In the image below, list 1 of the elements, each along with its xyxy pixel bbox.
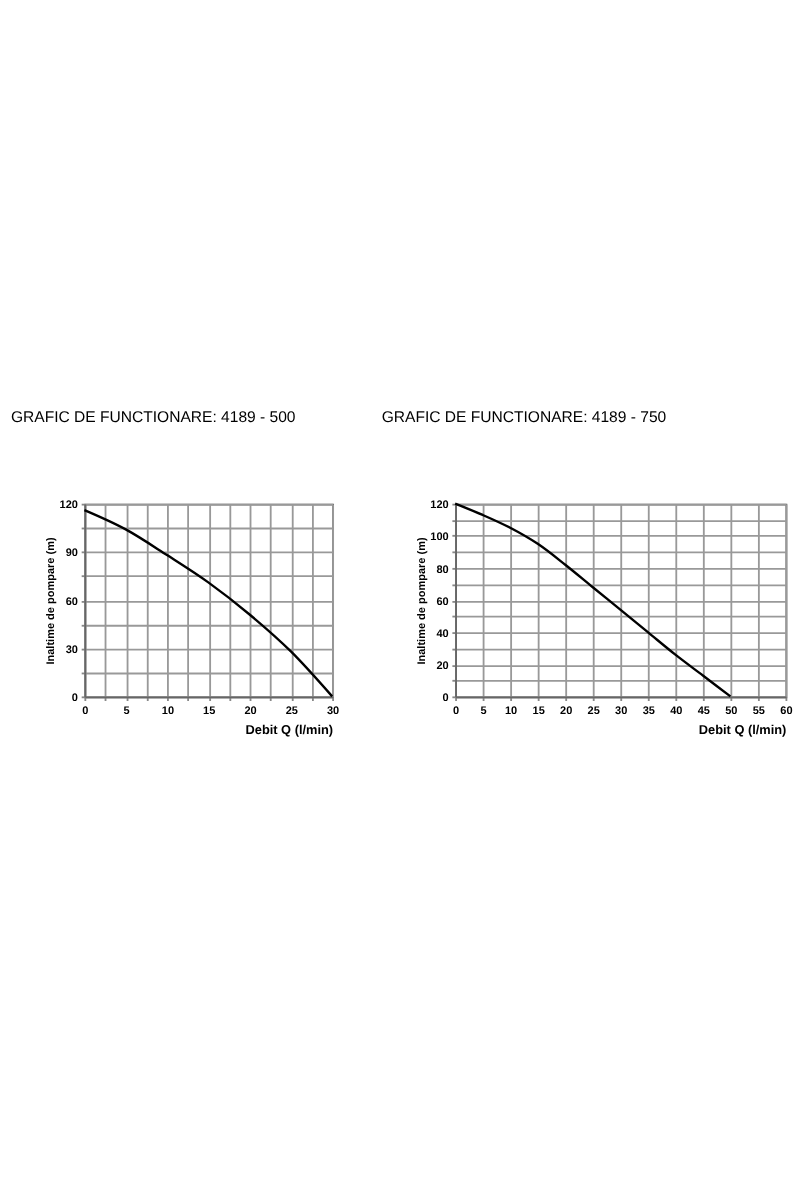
line-series	[83, 508, 334, 698]
